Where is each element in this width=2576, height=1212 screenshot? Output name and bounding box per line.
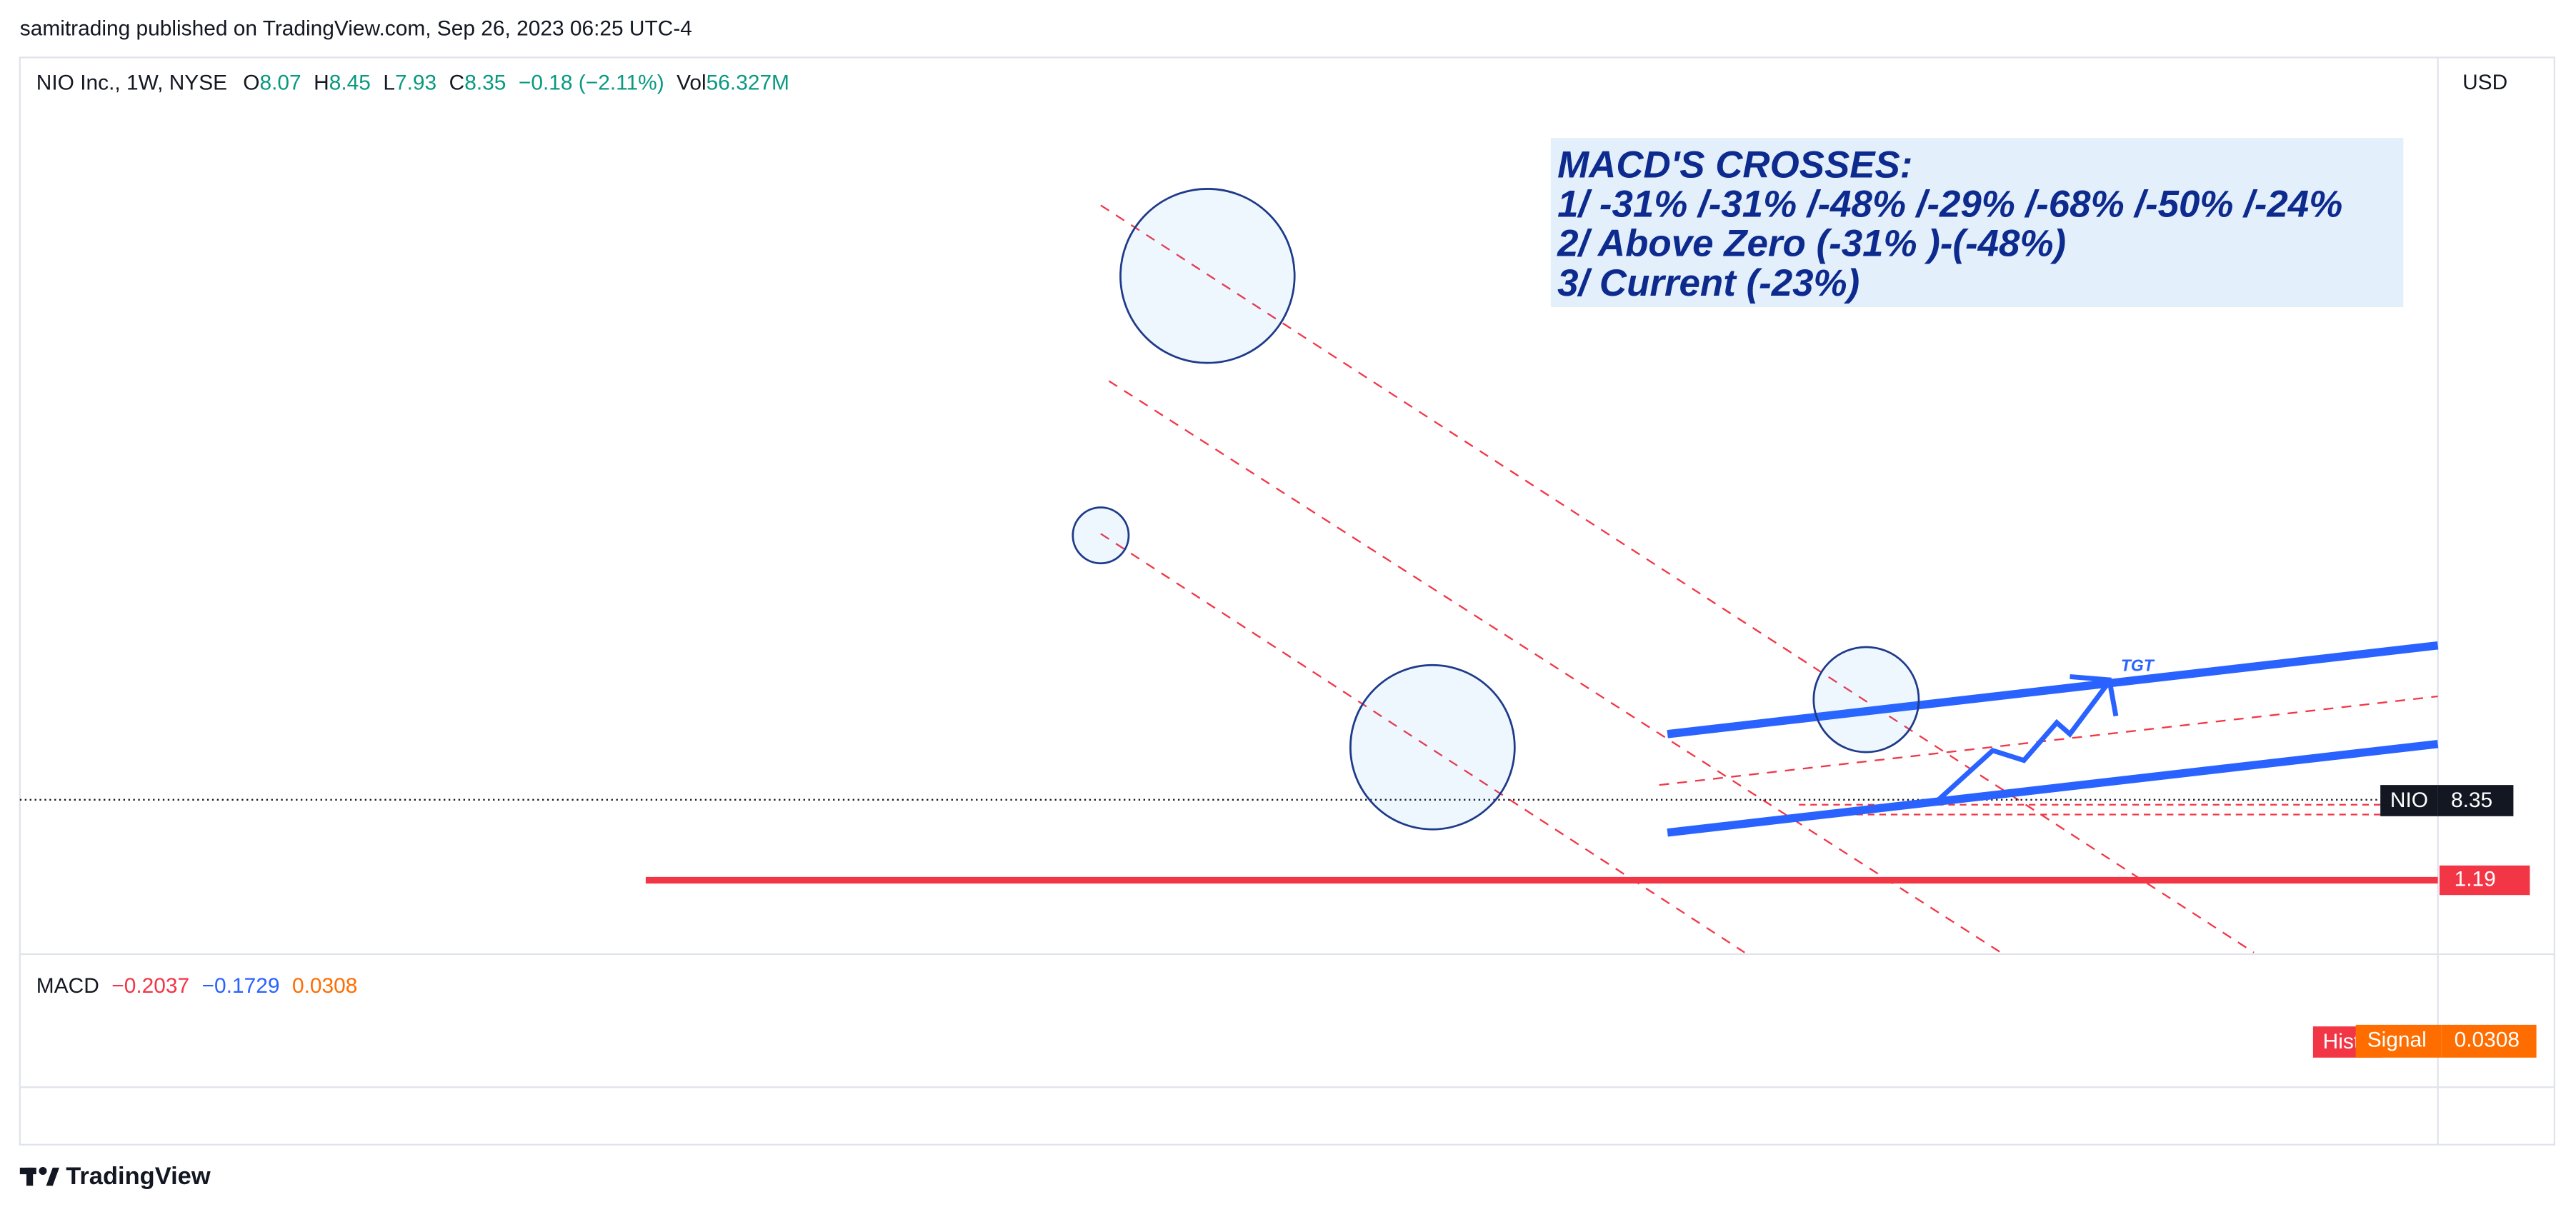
annotation-line: 2/ Above Zero (-31% )-(-48%) <box>1557 223 2066 265</box>
logo-mark <box>46 1167 60 1186</box>
signal-value-badge-text: 0.0308 <box>2455 1028 2520 1052</box>
signal-value: 0.0308 <box>292 974 357 998</box>
chart-frame <box>19 56 2556 1146</box>
signal-value-badge <box>2441 1024 2537 1058</box>
currency: USD <box>2462 71 2507 94</box>
close: 8.35 <box>464 71 506 94</box>
level-badge-text: 1.19 <box>2455 867 2496 891</box>
signal-badge <box>2355 1024 2442 1058</box>
change: −0.18 (−2.11%) <box>519 71 664 94</box>
annotation-line: 1/ -31% /-31% /-48% /-29% /-68% /-50% /-… <box>1557 184 2342 226</box>
highlight-circle <box>1119 188 1296 364</box>
annotation-line: MACD'S CROSSES: <box>1557 144 1912 186</box>
annotation-box <box>1550 138 2404 307</box>
trend-line <box>1100 204 2255 953</box>
logo-mark <box>39 1166 47 1176</box>
o-label: O <box>243 71 259 94</box>
volume: 56.327M <box>707 71 789 94</box>
legend: NIO Inc., 1W, NYSE O8.07 H8.45 L7.93 C8.… <box>36 71 789 94</box>
arrow-head <box>2070 673 2119 717</box>
highlight-circle <box>1072 506 1130 565</box>
annotation-line: 3/ Current (-23%) <box>1557 262 1859 304</box>
legend-bg <box>23 65 845 102</box>
c-label: C <box>449 71 465 94</box>
target-label: TGT <box>2121 656 2155 675</box>
symbol-badge-text: NIO <box>2390 788 2428 812</box>
high: 8.45 <box>329 71 371 94</box>
channel-top <box>1667 641 2439 738</box>
trend-line <box>1108 380 2002 953</box>
trend-line <box>1659 695 2438 786</box>
drawings <box>19 188 2439 953</box>
brand: TradingView <box>66 1163 211 1190</box>
last-badge <box>2437 785 2514 816</box>
signal-badge-text: Signal <box>2367 1028 2427 1052</box>
macd-value: −0.1729 <box>202 974 280 998</box>
channel-bottom <box>1667 739 2439 837</box>
open: 8.07 <box>259 71 301 94</box>
level-badge <box>2439 865 2530 896</box>
symbol: NIO Inc., 1W, NYSE <box>36 71 227 94</box>
logo <box>19 1166 60 1186</box>
macd-legend: MACD −0.2037 −0.1729 0.0308 <box>36 974 358 998</box>
vol-label: Vol <box>677 71 707 94</box>
highlight-circle <box>1349 663 1516 831</box>
l-label: L <box>383 71 395 94</box>
highlight-circle <box>1812 646 1920 753</box>
indicator-name: MACD <box>36 974 99 998</box>
symbol-badge <box>2380 785 2438 816</box>
logo-mark <box>26 1167 34 1186</box>
hist-value: −0.2037 <box>111 974 189 998</box>
last-badge-text: 8.35 <box>2451 788 2492 812</box>
h-label: H <box>314 71 329 94</box>
low: 7.93 <box>395 71 436 94</box>
projection-arrow <box>1937 680 2112 802</box>
byline: samitrading published on TradingView.com… <box>20 16 692 40</box>
